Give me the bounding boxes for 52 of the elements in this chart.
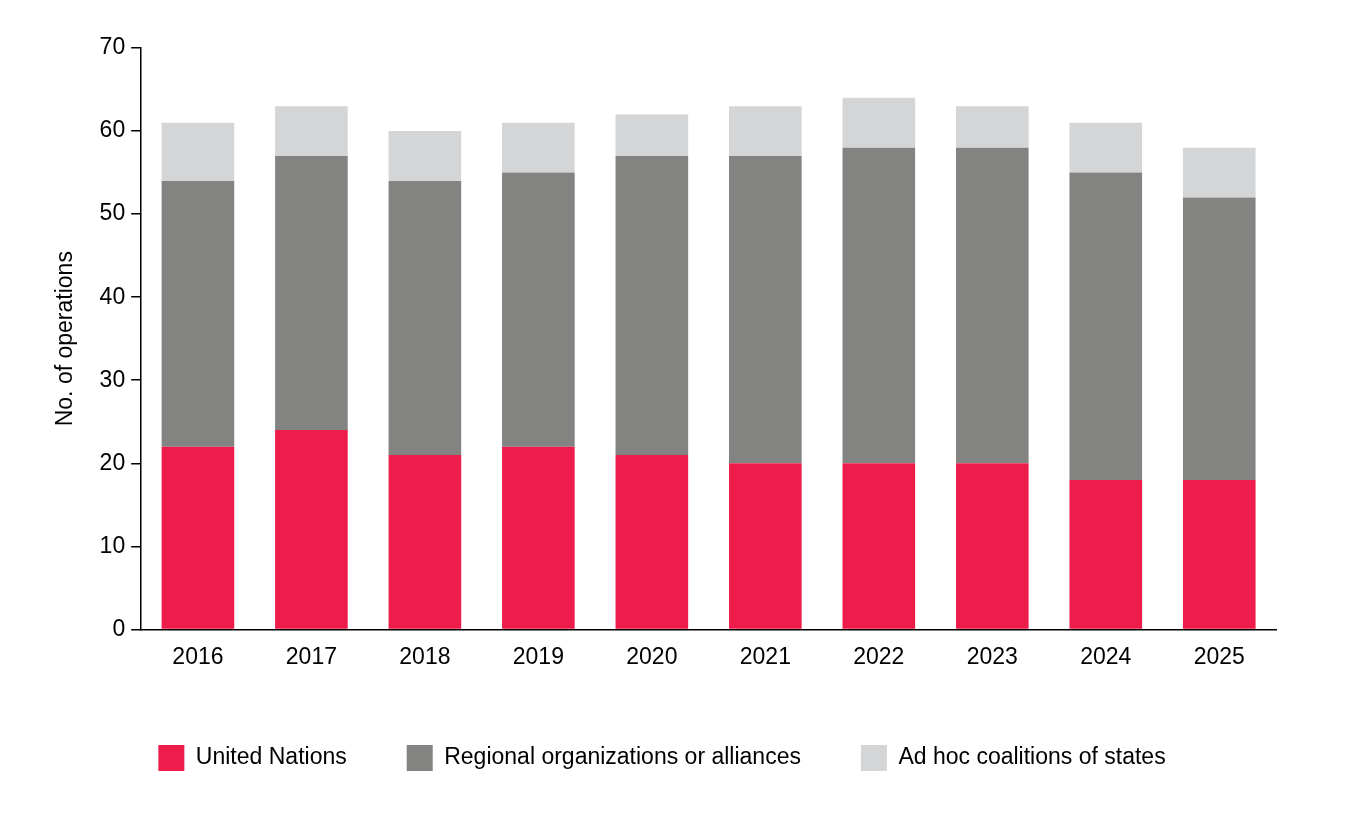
bar bbox=[275, 106, 348, 156]
legend-label: United Nations bbox=[195, 743, 347, 770]
bar bbox=[275, 155, 348, 431]
y-tick-label: 30 bbox=[99, 365, 126, 392]
x-tick-label: 2022 bbox=[853, 642, 905, 669]
bar bbox=[1069, 172, 1143, 480]
x-tick-label: 2016 bbox=[172, 642, 224, 669]
y-tick-label: 60 bbox=[99, 116, 126, 143]
y-axis-title: No. of operations bbox=[51, 251, 78, 427]
x-tick-label: 2018 bbox=[399, 642, 451, 669]
bar bbox=[388, 454, 462, 629]
bar bbox=[842, 97, 916, 148]
y-tick-label: 10 bbox=[99, 531, 126, 558]
bar bbox=[842, 147, 916, 464]
x-tick-label: 2024 bbox=[1080, 642, 1132, 669]
bar bbox=[502, 172, 575, 447]
y-tick-label: 0 bbox=[112, 614, 126, 641]
x-tick-label: 2020 bbox=[626, 642, 678, 669]
x-tick-label: 2025 bbox=[1193, 642, 1245, 669]
bar bbox=[729, 106, 802, 156]
bar bbox=[1182, 479, 1256, 629]
bar bbox=[615, 454, 689, 629]
bar bbox=[1069, 479, 1143, 629]
bar bbox=[615, 114, 689, 156]
y-tick-label: 70 bbox=[99, 33, 126, 60]
x-tick-label: 2017 bbox=[285, 642, 337, 669]
bar bbox=[502, 446, 575, 629]
y-tick-label: 40 bbox=[99, 282, 126, 309]
bar bbox=[388, 180, 462, 455]
bar bbox=[615, 155, 689, 455]
bar bbox=[842, 463, 916, 629]
bar bbox=[388, 131, 462, 181]
bar bbox=[275, 430, 348, 629]
bar bbox=[161, 122, 235, 181]
x-tick-label: 2023 bbox=[966, 642, 1018, 669]
legend-label: Regional organizations or alliances bbox=[444, 743, 801, 770]
bar bbox=[729, 463, 802, 629]
x-tick-label: 2019 bbox=[512, 642, 564, 669]
bar bbox=[502, 122, 575, 173]
bar bbox=[161, 446, 235, 629]
bar bbox=[955, 463, 1029, 629]
bar bbox=[1182, 197, 1256, 480]
bar bbox=[1069, 122, 1143, 173]
legend-label: Ad hoc coalitions of states bbox=[898, 743, 1166, 770]
bar bbox=[955, 106, 1029, 148]
bar bbox=[955, 147, 1029, 464]
y-tick-label: 20 bbox=[99, 448, 126, 475]
bar bbox=[161, 180, 235, 447]
bar bbox=[729, 155, 802, 464]
x-tick-label: 2021 bbox=[739, 642, 791, 669]
y-tick-label: 50 bbox=[99, 199, 126, 226]
bar bbox=[1182, 147, 1256, 198]
